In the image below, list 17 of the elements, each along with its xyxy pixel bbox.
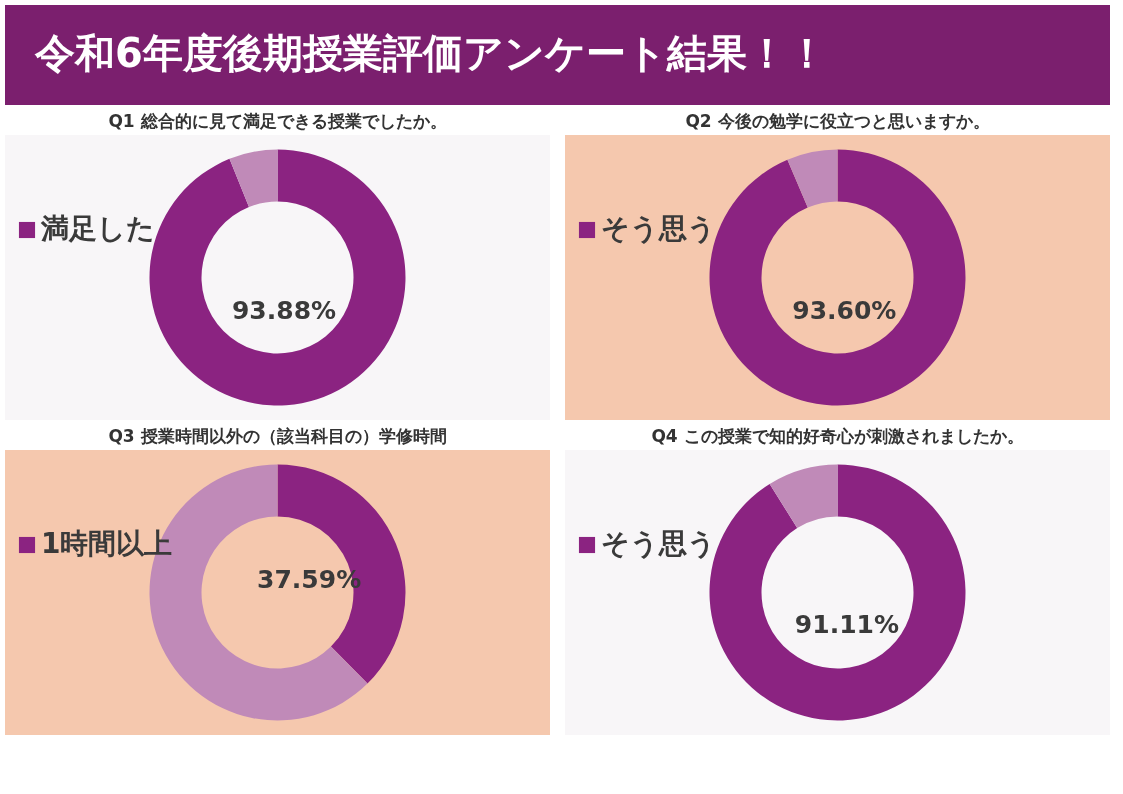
text: 令和6年度後期授業評価アンケート結果！！	[34, 30, 827, 76]
chart-title: Q2 今後の勉学に役立つと思いますか。	[685, 111, 990, 131]
donut-slice	[769, 464, 838, 529]
donut-slice	[709, 464, 966, 721]
donut-slice	[709, 149, 966, 406]
chart-title: Q4 この授業で知的好奇心が刺激されましたか。	[651, 426, 1024, 446]
chart-title: Q3 授業時間以外の（該当科目の）学修時間	[108, 426, 447, 446]
donut-slice	[229, 149, 278, 208]
legend-label: 満足した	[40, 212, 155, 245]
data-label: 93.88%	[231, 296, 337, 326]
legend-label: そう思う	[601, 212, 716, 245]
chart-title: Q1 総合的に見て満足できる授業でしたか。	[108, 111, 447, 131]
legend-label: そう思う	[601, 527, 716, 560]
legend-label: 1時間以上	[41, 527, 173, 560]
data-label: 93.60%	[792, 296, 897, 326]
donut-slice	[787, 149, 838, 208]
data-label: 91.11%	[794, 610, 899, 640]
